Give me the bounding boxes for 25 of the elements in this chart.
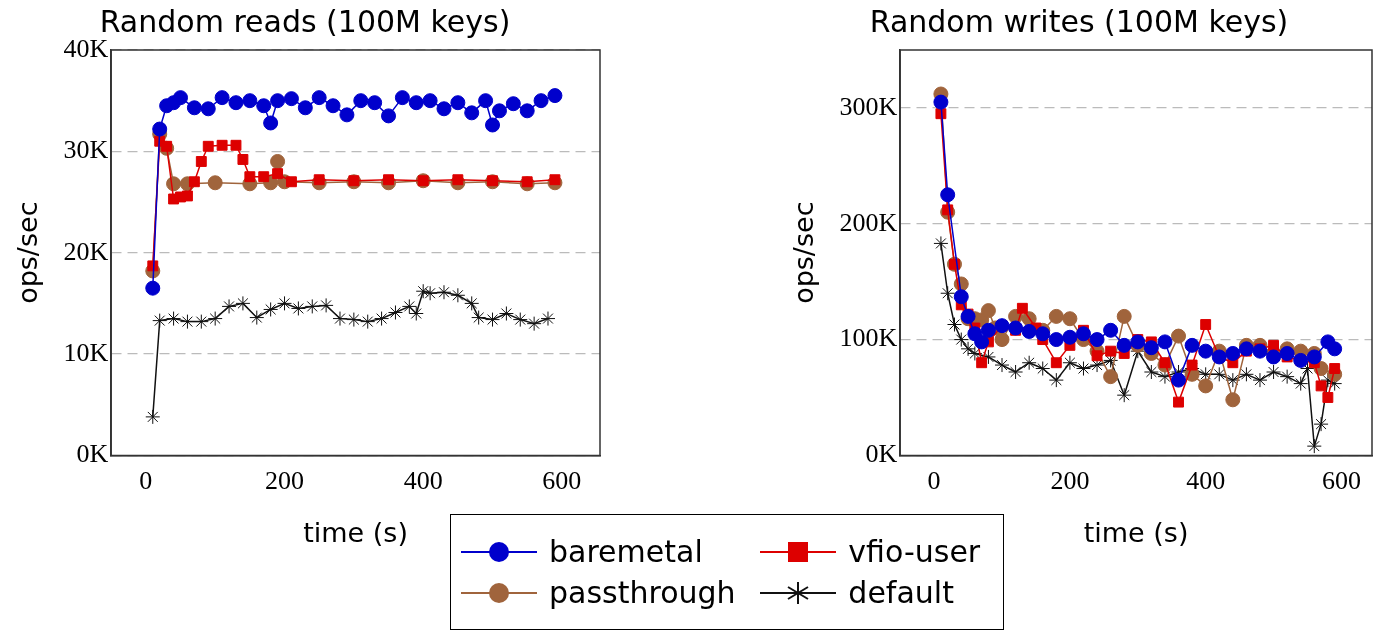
- y-tick-label: 20K: [63, 236, 109, 266]
- chart-title: Random writes (100M keys): [869, 3, 1289, 39]
- y-tick-label: 10K: [63, 337, 109, 367]
- legend-label: default: [848, 575, 954, 610]
- x-tick-label: 600: [542, 465, 582, 495]
- y-tick-label: 0K: [76, 439, 109, 469]
- legend-label: vfio-user: [848, 534, 981, 569]
- y-tick-label: 100K: [839, 323, 898, 353]
- x-tick-label: 400: [1186, 465, 1226, 495]
- x-tick-label: 600: [1321, 465, 1361, 495]
- y-axis-title: ops/sec: [788, 201, 820, 304]
- legend-label: passthrough: [549, 575, 736, 610]
- x-tick-label: 0: [927, 465, 941, 495]
- y-tick-label: 200K: [839, 207, 898, 237]
- x-tick-label: 0: [139, 465, 153, 495]
- y-tick-label: 300K: [839, 91, 898, 121]
- legend-label: baremetal: [549, 534, 703, 569]
- x-tick-label: 200: [1050, 465, 1090, 495]
- x-axis-title: time (s): [303, 516, 408, 548]
- x-tick-label: 400: [403, 465, 443, 495]
- y-tick-label: 30K: [63, 135, 109, 165]
- x-tick-label: 200: [265, 465, 305, 495]
- x-axis-title: time (s): [1083, 516, 1189, 548]
- y-axis-title: ops/sec: [12, 201, 44, 304]
- y-tick-label: 0K: [865, 439, 898, 469]
